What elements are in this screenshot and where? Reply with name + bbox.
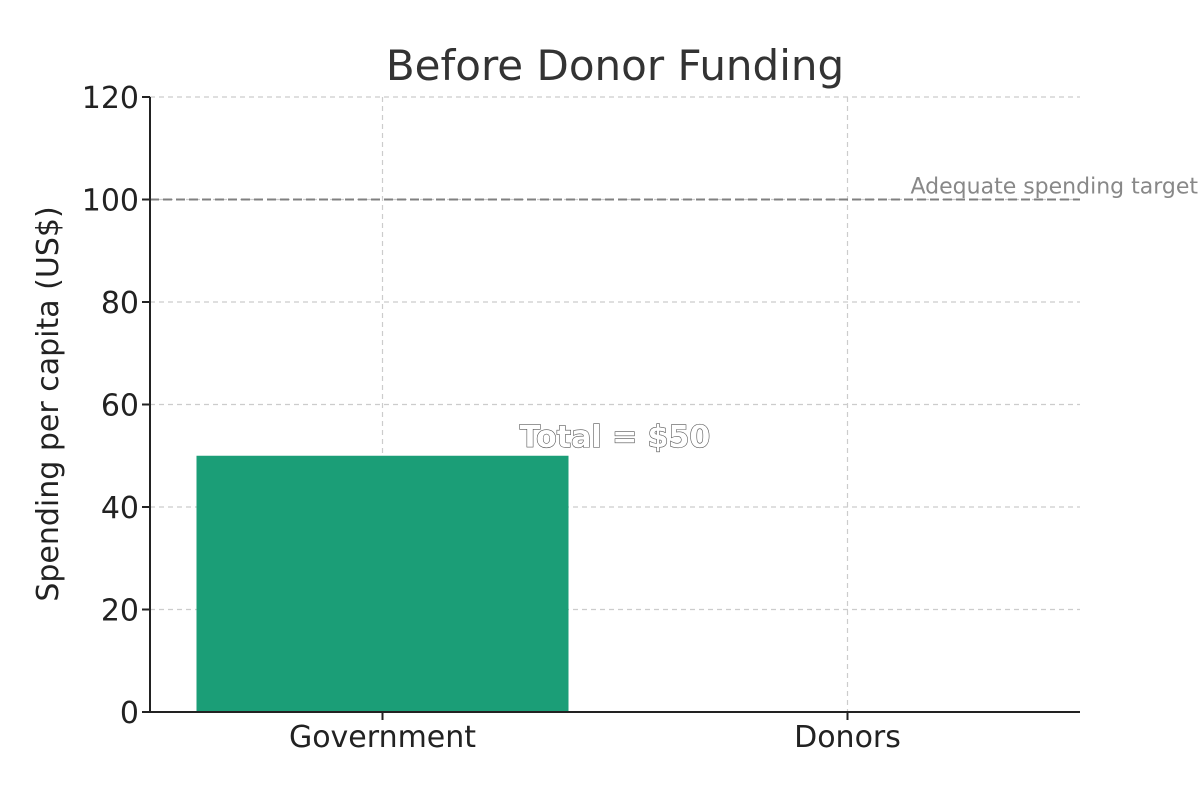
y-tick-label: 0 — [120, 696, 139, 731]
reference-line-label: Adequate spending target — [911, 175, 1199, 200]
x-tick-label: Donors — [794, 720, 901, 755]
chart-title: Before Donor Funding — [386, 41, 844, 90]
y-tick-label: 120 — [82, 81, 139, 116]
y-tick-label: 100 — [82, 184, 139, 219]
tick-labels: 0 20 40 60 80 100 120 Government Donors — [82, 81, 901, 755]
bar — [196, 455, 569, 712]
annotations: Total = $50 — [519, 419, 711, 455]
y-tick-label: 20 — [101, 594, 139, 629]
y-axis-label: Spending per capita (US$) — [31, 206, 66, 601]
axes — [142, 96, 1080, 720]
y-tick-label: 40 — [101, 491, 139, 526]
bars — [196, 455, 569, 712]
total-annotation: Total = $50 — [520, 420, 711, 455]
y-tick-label: 80 — [101, 286, 139, 321]
reference-line-group: Adequate spending target — [150, 175, 1199, 201]
y-tick-label: 60 — [101, 389, 139, 424]
x-tick-label: Government — [289, 720, 476, 755]
